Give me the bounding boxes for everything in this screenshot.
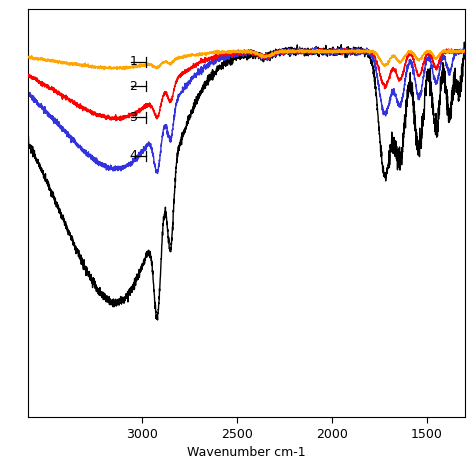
X-axis label: Wavenumber cm-1: Wavenumber cm-1	[187, 446, 306, 459]
Text: 4: 4	[129, 149, 137, 162]
Text: 2: 2	[129, 80, 137, 92]
Text: 1: 1	[129, 55, 137, 68]
Text: 3: 3	[129, 111, 137, 124]
